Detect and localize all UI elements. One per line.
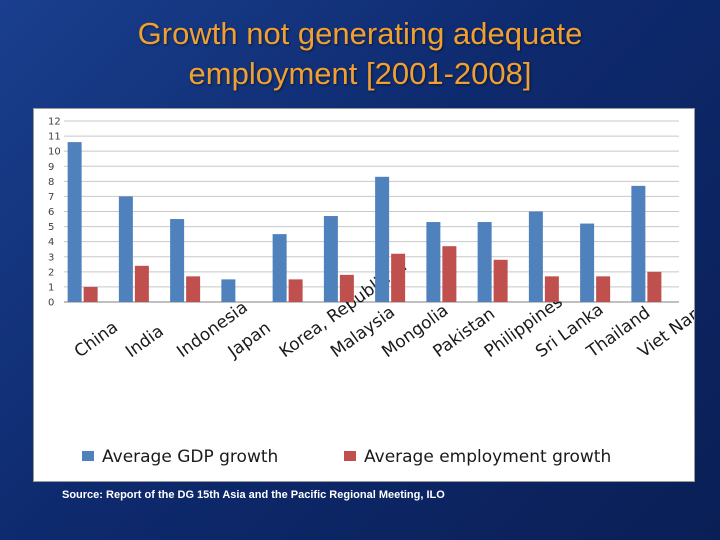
bar-employment [442,246,457,302]
slide-title: Growth not generating adequate employmen… [0,14,720,94]
bar-gdp [67,142,82,302]
y-tick-label: 11 [48,132,61,143]
bar-gdp [426,222,441,302]
bar-gdp [528,211,543,302]
category-label: India [122,321,168,362]
legend-label: Average GDP growth [102,447,278,467]
bar-gdp [631,185,646,302]
y-tick-label: 0 [48,298,54,309]
bar-employment [647,271,662,302]
y-tick-label: 10 [48,147,61,158]
y-tick-label: 12 [48,117,61,128]
bar-gdp [272,234,287,302]
legend-label: Average employment growth [364,447,611,467]
bar-gdp [221,279,236,302]
bar-employment [83,286,98,302]
source-note: Source: Report of the DG 15th Asia and t… [62,489,445,501]
y-tick-label: 4 [48,237,54,248]
legend-swatch [344,451,356,461]
y-tick-label: 5 [48,222,54,233]
bar-gdp [323,216,338,302]
bar-gdp [580,223,595,302]
title-line-1: Growth not generating adequate [137,16,583,51]
category-label: China [71,317,122,362]
legend-swatch [82,451,94,461]
bar-employment [186,276,201,302]
bar-employment [596,276,611,302]
bar-employment [391,253,406,302]
bar-gdp [375,176,390,302]
bar-gdp [170,219,185,302]
y-tick-label: 7 [48,192,54,203]
bar-employment [288,279,303,302]
y-tick-label: 1 [48,282,54,293]
bar-employment [493,259,508,302]
bar-gdp [477,222,492,302]
y-tick-label: 6 [48,207,54,218]
title-line-2: employment [2001-2008] [188,56,532,91]
y-tick-label: 3 [48,252,54,263]
bar-gdp [118,196,133,302]
y-tick-label: 8 [48,177,54,188]
bar-employment [544,276,559,302]
bar-employment [134,265,149,302]
y-tick-label: 2 [48,267,54,278]
bar-employment [339,274,354,302]
y-tick-label: 9 [48,162,54,173]
chart-panel: 0 1 2 3 4 5 6 7 8 9 10 11 12 China India Indonesia Japan… [33,108,695,482]
